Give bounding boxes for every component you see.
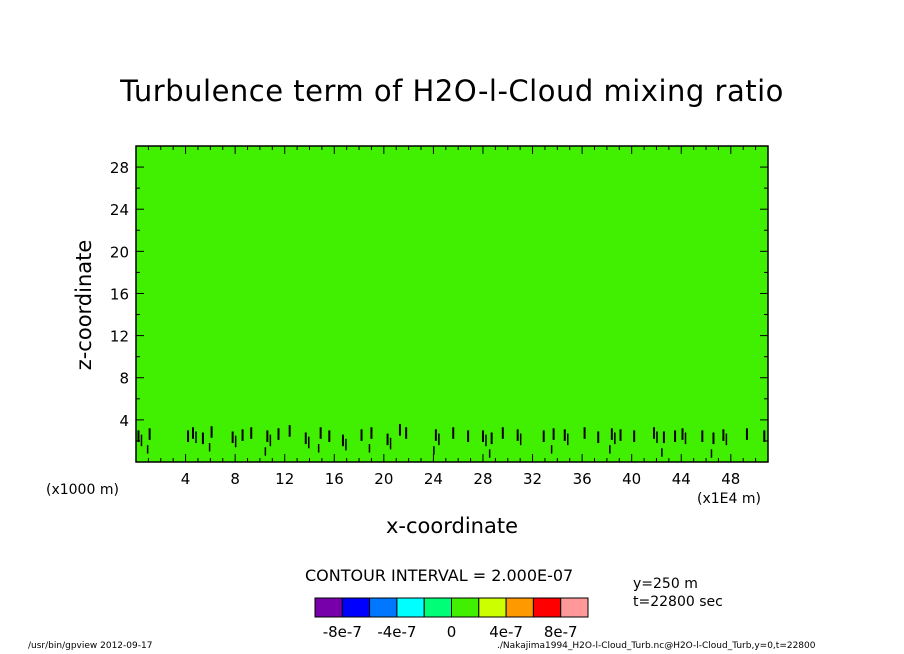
colorbar-swatch [396,597,425,618]
x-tick-label: 32 [523,470,542,488]
x-tick-label: 48 [721,470,740,488]
x-tick-label: 28 [473,470,492,488]
contour-feature [550,428,555,454]
chart-title: Turbulence term of H2O-l-Cloud mixing ra… [120,74,784,108]
contour-feature [208,426,213,452]
x-axis: 4 8 12 16 20 24 28 32 36 40 44 48 [147,146,757,488]
colorbar-label: -8e-7 [322,623,362,641]
contour-feature [317,427,322,453]
contour-lines [137,424,766,458]
contour-feature [146,428,151,454]
contour-feature [710,432,715,458]
y-axis: 4 8 12 16 20 24 28 [110,159,768,442]
x-tick-label: 36 [573,470,592,488]
colorbar-swatch [505,597,534,618]
footer-left: /usr/bin/gpview 2012-09-17 [28,641,153,651]
contour-feature [661,431,665,457]
contour-feature [516,429,522,446]
contour-feature [609,428,616,454]
x-unit-right: (x1E4 m) [697,491,761,507]
contour-feature [304,432,310,449]
y-tick-label: 24 [110,201,129,219]
colorbar-swatch [560,597,589,618]
plot-frame [135,145,769,463]
colorbar-label: 8e-7 [543,623,578,641]
contour-feature [488,432,493,458]
colorbar [314,597,589,618]
contour-feature [137,430,143,447]
y-axis-label: z-coordinate [72,239,96,371]
colorbar-swatch [451,597,480,618]
y-tick-label: 8 [119,370,129,388]
contour-feature [481,430,487,447]
x-tick-label: 44 [672,470,691,488]
contour-feature [368,427,373,453]
contour-feature [192,427,197,444]
footer-right: ./Nakajima1994_H2O-l-Cloud_Turb.nc@H2O-l… [497,641,816,651]
contour-feature [433,429,440,455]
x-tick-label: 20 [374,470,393,488]
y-tick-label: 28 [110,159,129,177]
contour-interval: CONTOUR INTERVAL = 2.000E-07 [305,566,574,585]
x-tick-label: 4 [181,470,191,488]
colorbar-swatch [532,597,562,618]
colorbar-swatch [369,597,398,618]
y-tick-label: 4 [119,412,129,430]
colorbar-swatch [314,597,343,618]
contour-feature [722,429,728,446]
x-unit-left: (x1000 m) [46,482,119,498]
x-tick-label: 8 [230,470,240,488]
x-tick-label: 24 [424,470,443,488]
y-tick-label: 20 [110,243,129,261]
contour-feature [652,427,658,444]
colorbar-label: 0 [446,623,457,641]
x-axis-label: x-coordinate [385,514,518,538]
contour-feature [264,430,272,456]
contour-feature [341,434,347,451]
colorbar-swatch [478,597,507,618]
contour-feature [681,428,687,445]
contour-feature [386,433,392,450]
x-tick-label: 12 [275,470,294,488]
x-tick-label: 40 [622,470,641,488]
colorbar-swatch [341,597,371,618]
y-coordinate-note: y=250 m [633,576,698,592]
y-tick-label: 16 [110,285,129,303]
colorbar-swatch [423,597,453,618]
time-note: t=22800 sec [633,594,723,610]
colorbar-label: -4e-7 [377,623,417,641]
plot-area [136,146,768,462]
contour-feature [563,429,569,446]
contour-feature [231,431,237,448]
y-tick-label: 12 [110,328,129,346]
x-tick-label: 16 [325,470,344,488]
colorbar-label: 4e-7 [489,623,523,641]
